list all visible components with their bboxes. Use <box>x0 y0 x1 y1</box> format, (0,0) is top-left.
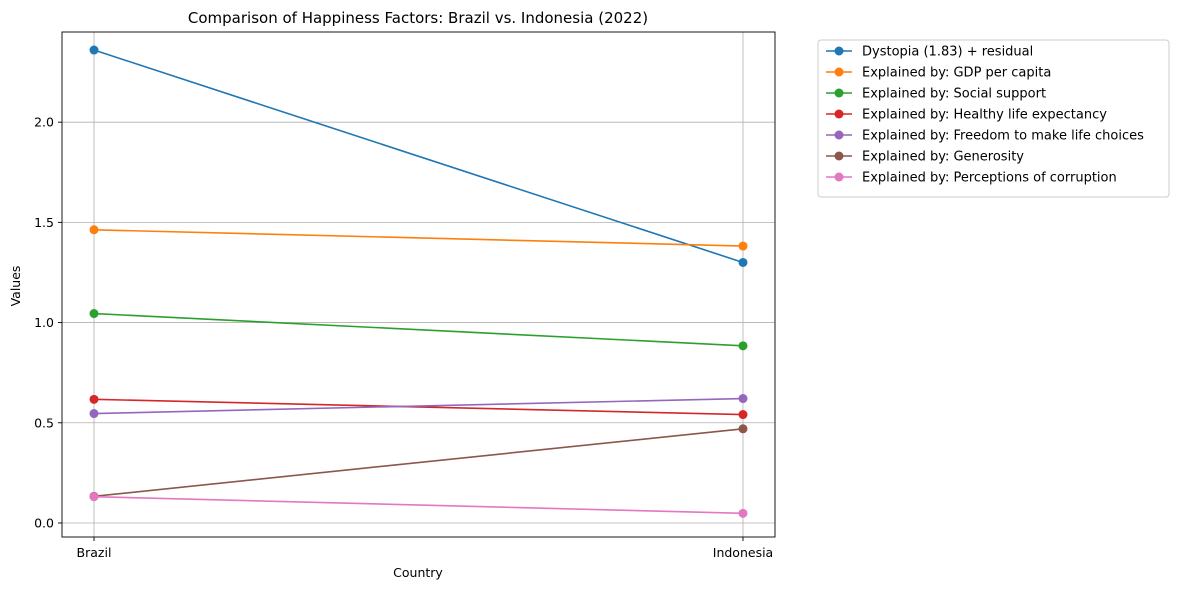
legend-marker <box>834 172 844 182</box>
legend-item: Explained by: Social support <box>826 87 1046 102</box>
legend-label: Explained by: Social support <box>862 87 1046 102</box>
y-tick-label: 1.5 <box>34 215 54 230</box>
legend-item: Explained by: Healthy life expectancy <box>826 108 1107 123</box>
series-2 <box>89 309 748 351</box>
x-tick-label: Indonesia <box>713 545 773 560</box>
legend-label: Explained by: Generosity <box>862 150 1024 165</box>
series-5 <box>89 424 748 501</box>
series-group <box>89 45 748 518</box>
y-tick-label: 2.0 <box>34 115 54 130</box>
data-point <box>738 424 748 434</box>
series-line <box>93 49 744 264</box>
y-axis-label: Values <box>8 266 23 307</box>
legend-marker <box>834 151 844 161</box>
legend-label: Explained by: Perceptions of corruption <box>862 171 1117 186</box>
legend-item: Dystopia (1.83) + residual <box>826 45 1033 60</box>
legend-label: Explained by: GDP per capita <box>862 66 1051 81</box>
series-line <box>93 312 744 347</box>
x-axis-label: Country <box>393 565 443 580</box>
y-tick-label: 1.0 <box>34 315 54 330</box>
data-point <box>89 492 99 502</box>
legend-label: Dystopia (1.83) + residual <box>862 45 1033 60</box>
series-1 <box>89 225 748 251</box>
series-line <box>93 398 744 416</box>
legend-item: Explained by: GDP per capita <box>826 66 1051 81</box>
series-0 <box>89 45 748 267</box>
data-point <box>89 225 99 235</box>
y-tick-label: 0.5 <box>34 415 54 430</box>
legend-marker <box>834 130 844 140</box>
series-line <box>93 397 744 415</box>
data-point <box>89 309 99 319</box>
legend-box <box>817 39 1170 198</box>
x-tick-label: Brazil <box>77 545 112 560</box>
legend-item: Explained by: Perceptions of corruption <box>826 171 1117 186</box>
data-point <box>89 394 99 404</box>
series-line <box>93 495 744 515</box>
data-point <box>738 410 748 420</box>
data-point <box>738 241 748 251</box>
y-tick-label: 0.0 <box>34 515 54 530</box>
data-point <box>738 394 748 404</box>
legend: Dystopia (1.83) + residual Explained by: … <box>817 39 1170 198</box>
series-6 <box>89 492 748 518</box>
data-point <box>89 45 99 55</box>
legend-label: Explained by: Freedom to make life choic… <box>862 129 1144 144</box>
legend-label: Explained by: Healthy life expectancy <box>862 108 1107 123</box>
grid <box>62 32 775 537</box>
data-point <box>738 257 748 267</box>
plot-frame <box>61 31 776 538</box>
series-3 <box>89 394 748 420</box>
series-line <box>93 228 744 247</box>
legend-marker <box>834 88 844 98</box>
data-point <box>89 409 99 419</box>
legend-marker <box>834 109 844 119</box>
legend-marker <box>834 46 844 56</box>
legend-item: Explained by: Generosity <box>826 150 1024 165</box>
data-point <box>738 341 748 351</box>
data-point <box>738 508 748 518</box>
legend-item: Explained by: Freedom to make life choic… <box>826 129 1144 144</box>
axes: 0.0 0.5 1.0 1.5 2.0 Brazil Indonesia <box>34 31 776 560</box>
legend-marker <box>834 67 844 77</box>
chart-title: Comparison of Happiness Factors: Brazil … <box>188 9 648 27</box>
series-4 <box>89 394 748 419</box>
series-line <box>93 427 744 498</box>
